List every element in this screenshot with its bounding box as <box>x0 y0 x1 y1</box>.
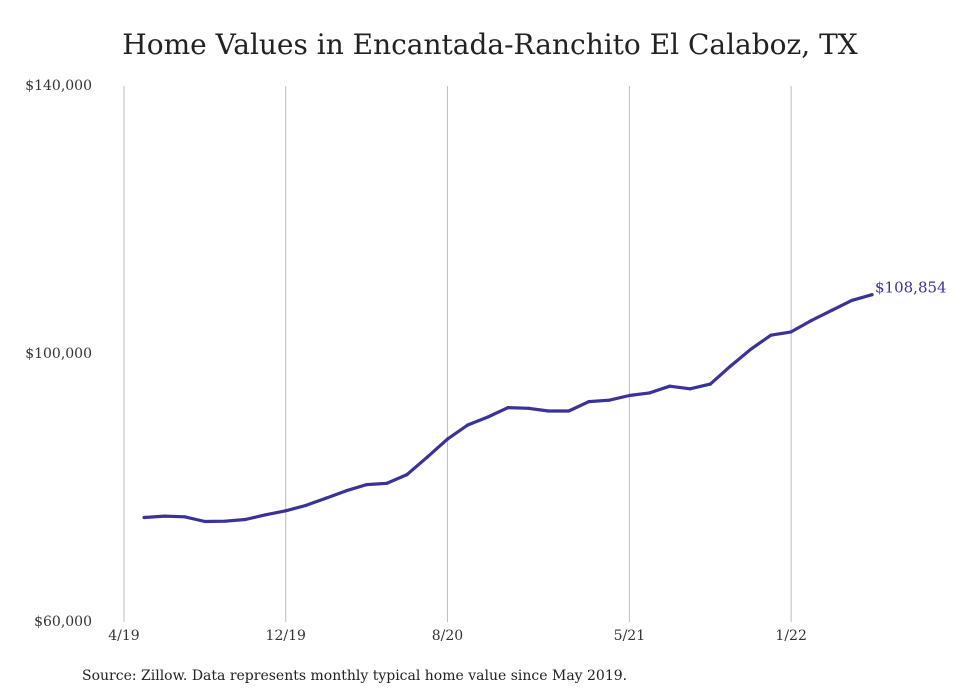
series-layer: $108,854 <box>142 279 947 524</box>
data-point <box>708 382 712 386</box>
data-point <box>223 519 227 523</box>
data-point <box>526 406 530 410</box>
chart-title: Home Values in Encantada-Ranchito El Cal… <box>122 28 858 61</box>
y-tick-label: $60,000 <box>34 614 92 630</box>
data-point <box>870 293 874 297</box>
x-tick-label: 8/20 <box>432 628 463 644</box>
data-point <box>364 483 369 487</box>
y-tick-label: $140,000 <box>25 78 92 94</box>
data-point <box>344 489 348 493</box>
data-point <box>769 333 773 337</box>
home-value-line-chart: 4/19 12/19 8/20 5/21 1/22 $60,000 $100,000 $140… <box>25 78 947 644</box>
x-tick-label: 12/19 <box>266 628 306 644</box>
data-point <box>607 398 611 402</box>
data-point <box>304 503 308 508</box>
data-point <box>627 393 632 398</box>
source-note: Source: Zillow. Data represents monthly … <box>82 668 628 684</box>
data-point <box>445 437 450 441</box>
data-point <box>162 514 167 518</box>
y-tick-label: $100,000 <box>25 346 92 362</box>
data-point <box>324 496 328 500</box>
x-tick-label: 4/19 <box>108 628 139 644</box>
data-point <box>425 455 429 459</box>
x-tick-label: 1/22 <box>775 628 806 644</box>
data-point <box>506 406 510 410</box>
data-point <box>829 308 834 313</box>
data-point <box>142 515 146 520</box>
data-point <box>183 515 187 519</box>
data-point <box>466 423 470 427</box>
data-point <box>284 509 288 513</box>
data-point <box>546 409 551 413</box>
data-point <box>203 519 207 524</box>
data-point <box>587 399 591 404</box>
data-point <box>789 330 793 334</box>
data-point <box>385 481 389 485</box>
data-point <box>567 409 571 413</box>
x-tick-label: 5/21 <box>614 628 645 644</box>
data-point <box>405 473 409 477</box>
data-point <box>648 391 652 395</box>
data-point <box>850 298 854 302</box>
data-point <box>749 347 753 351</box>
data-point <box>243 517 247 522</box>
axis-labels: 4/19 12/19 8/20 5/21 1/22 $60,000 $100,000 $140… <box>25 78 807 644</box>
data-point <box>263 513 268 517</box>
vertical-gridlines <box>123 86 792 622</box>
data-point <box>668 384 672 388</box>
data-point <box>688 387 692 391</box>
end-value-label: $108,854 <box>875 279 947 297</box>
data-point <box>809 318 813 323</box>
data-point <box>486 415 490 419</box>
data-point <box>728 364 733 368</box>
